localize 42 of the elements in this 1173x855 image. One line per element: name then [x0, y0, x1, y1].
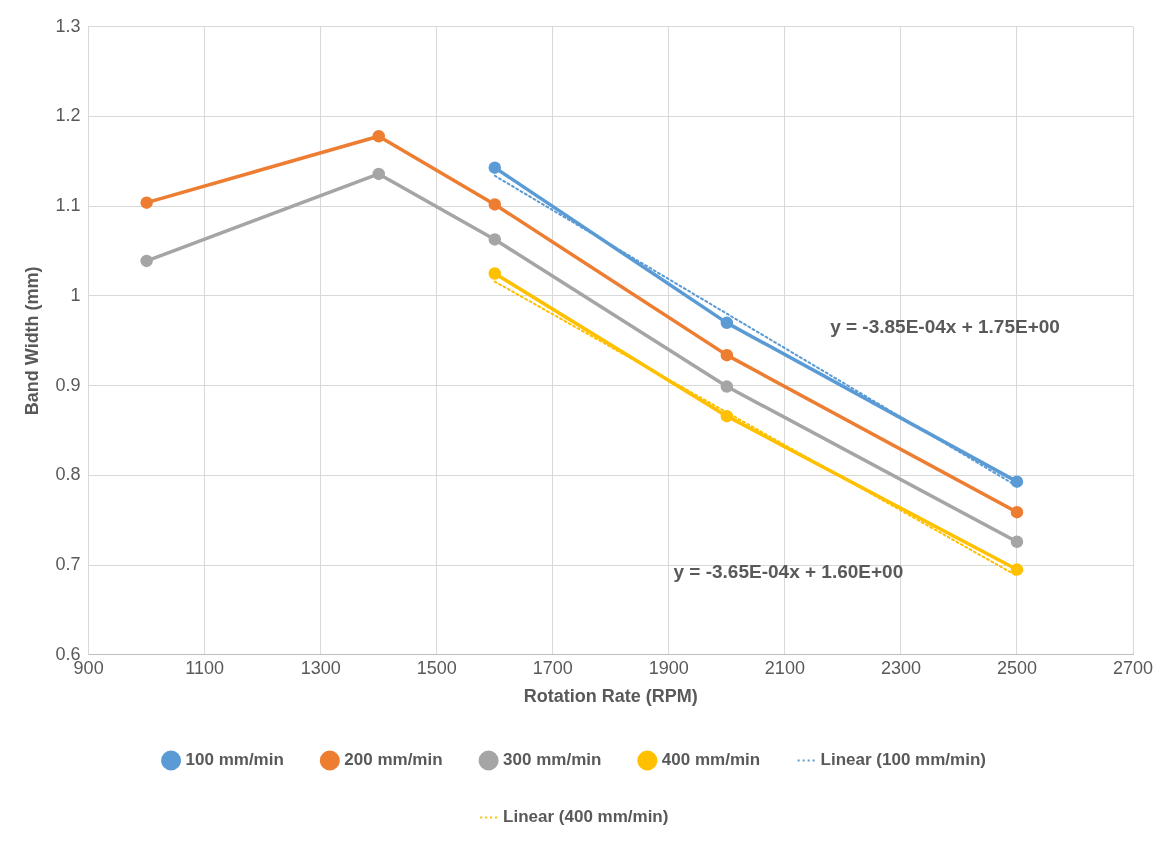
y-tick-label: 1.1: [55, 195, 81, 216]
point: [488, 161, 502, 174]
annotation: y = -3.85E-04x + 1.75E+00: [830, 316, 1060, 338]
x-tick-label: 2100: [764, 657, 805, 678]
y-tick-label: 0.7: [55, 554, 81, 575]
point: [488, 233, 502, 246]
y-tick-label: 0.8: [55, 464, 81, 485]
point: [488, 198, 502, 211]
point: [720, 409, 734, 423]
y-tick-label: 1.2: [55, 105, 81, 126]
point: [720, 380, 734, 393]
point: [1010, 535, 1024, 549]
point: [1010, 505, 1024, 519]
legend-label: 100 mm/min: [185, 750, 284, 770]
annotation: y = -3.65E-04x + 1.60E+00: [673, 561, 904, 583]
x-tick-label: 1500: [416, 657, 457, 678]
x-tick-label: 1900: [648, 657, 689, 678]
y-axis-title: Band Width (mm): [21, 266, 42, 416]
point: [372, 167, 385, 181]
point: [140, 196, 153, 209]
x-axis-title: Rotation Rate (RPM): [523, 686, 698, 707]
point: [1010, 563, 1024, 576]
point: [720, 348, 734, 362]
legend-label: 400 mm/min: [661, 750, 761, 770]
legend-label: 200 mm/min: [344, 750, 443, 770]
y-tick-label: 0.9: [55, 374, 81, 395]
point: [372, 130, 385, 143]
point: [488, 267, 502, 280]
point: [720, 316, 734, 330]
point: [140, 254, 153, 268]
x-tick-label: 2500: [996, 657, 1037, 678]
point: [1010, 475, 1024, 488]
x-tick-label: 1100: [185, 657, 225, 678]
legend-label: Linear (400 mm/min): [503, 807, 669, 827]
legend-label: 300 mm/min: [503, 750, 602, 770]
x-tick-label: 2700: [1112, 657, 1154, 678]
x-tick-label: 2300: [880, 657, 921, 678]
x-tick-label: 1700: [532, 657, 573, 678]
legend-label: Linear (100 mm/min): [820, 750, 986, 770]
y-tick-label: 1: [70, 284, 81, 305]
x-tick-label: 1300: [300, 657, 341, 678]
y-tick-label: 1.3: [55, 15, 81, 36]
